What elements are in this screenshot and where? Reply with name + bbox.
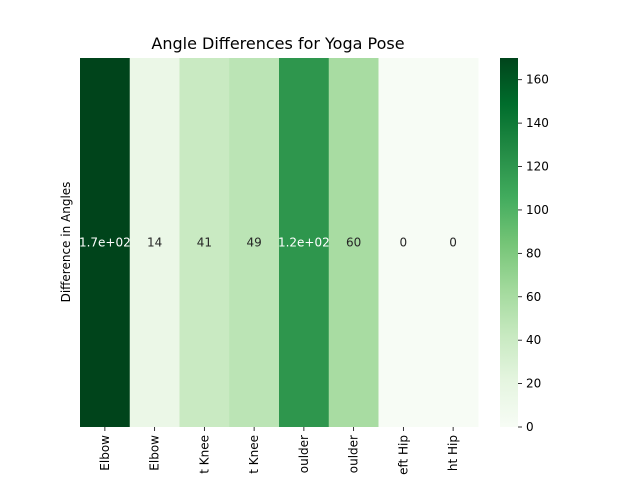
heatmap-cell xyxy=(179,58,230,427)
colorbar-tick-label: 160 xyxy=(526,73,549,87)
colorbar-tick-label: 60 xyxy=(526,290,541,304)
x-tick-label: oulder xyxy=(347,435,361,473)
cell-value-label: 49 xyxy=(246,236,261,250)
heatmap-cell xyxy=(129,58,180,427)
chart-title: Angle Differences for Yoga Pose xyxy=(151,34,404,53)
heatmap-cell xyxy=(279,58,330,427)
x-tick-label: t Knee xyxy=(247,435,261,474)
colorbar-tick-label: 80 xyxy=(526,246,541,260)
heatmap-cell xyxy=(378,58,429,427)
cell-value-label: 1.7e+02 xyxy=(79,236,131,250)
colorbar-tick-label: 100 xyxy=(526,203,549,217)
x-tick-label: ht Hip xyxy=(446,435,460,471)
colorbar-tick-label: 0 xyxy=(526,420,534,434)
heatmap-cell xyxy=(328,58,379,427)
colorbar-tick-label: 40 xyxy=(526,333,541,347)
cell-value-label: 14 xyxy=(147,236,162,250)
cell-value-label: 0 xyxy=(449,236,457,250)
y-axis-label: Difference in Angles xyxy=(59,182,73,303)
heatmap-cell xyxy=(428,58,479,427)
colorbar xyxy=(500,58,518,427)
colorbar-tick-label: 20 xyxy=(526,377,541,391)
x-tick-label: Elbow xyxy=(148,435,162,471)
heatmap-cells: 1.7e+02 14 41 49 1.2e+02 60 0 0 xyxy=(79,58,479,427)
cell-value-label: 41 xyxy=(197,236,212,250)
x-tick-label: t Knee xyxy=(197,435,211,474)
cell-value-label: 60 xyxy=(346,236,361,250)
colorbar-ticks: 0 20 40 60 80 100 120 140 160 xyxy=(518,73,549,434)
cell-value-label: 0 xyxy=(400,236,408,250)
x-tick-label: eft Hip xyxy=(396,435,410,475)
x-tick-label: oulder xyxy=(297,435,311,473)
heatmap-cell xyxy=(229,58,280,427)
cell-value-label: 1.2e+02 xyxy=(278,236,330,250)
x-axis-ticks: Elbow Elbow t Knee t Knee oulder oulder eft Hi… xyxy=(98,427,460,475)
colorbar-tick-label: 140 xyxy=(526,116,549,130)
x-tick-label: Elbow xyxy=(98,435,112,471)
colorbar-tick-label: 120 xyxy=(526,160,549,174)
heatmap-cell xyxy=(80,58,131,427)
